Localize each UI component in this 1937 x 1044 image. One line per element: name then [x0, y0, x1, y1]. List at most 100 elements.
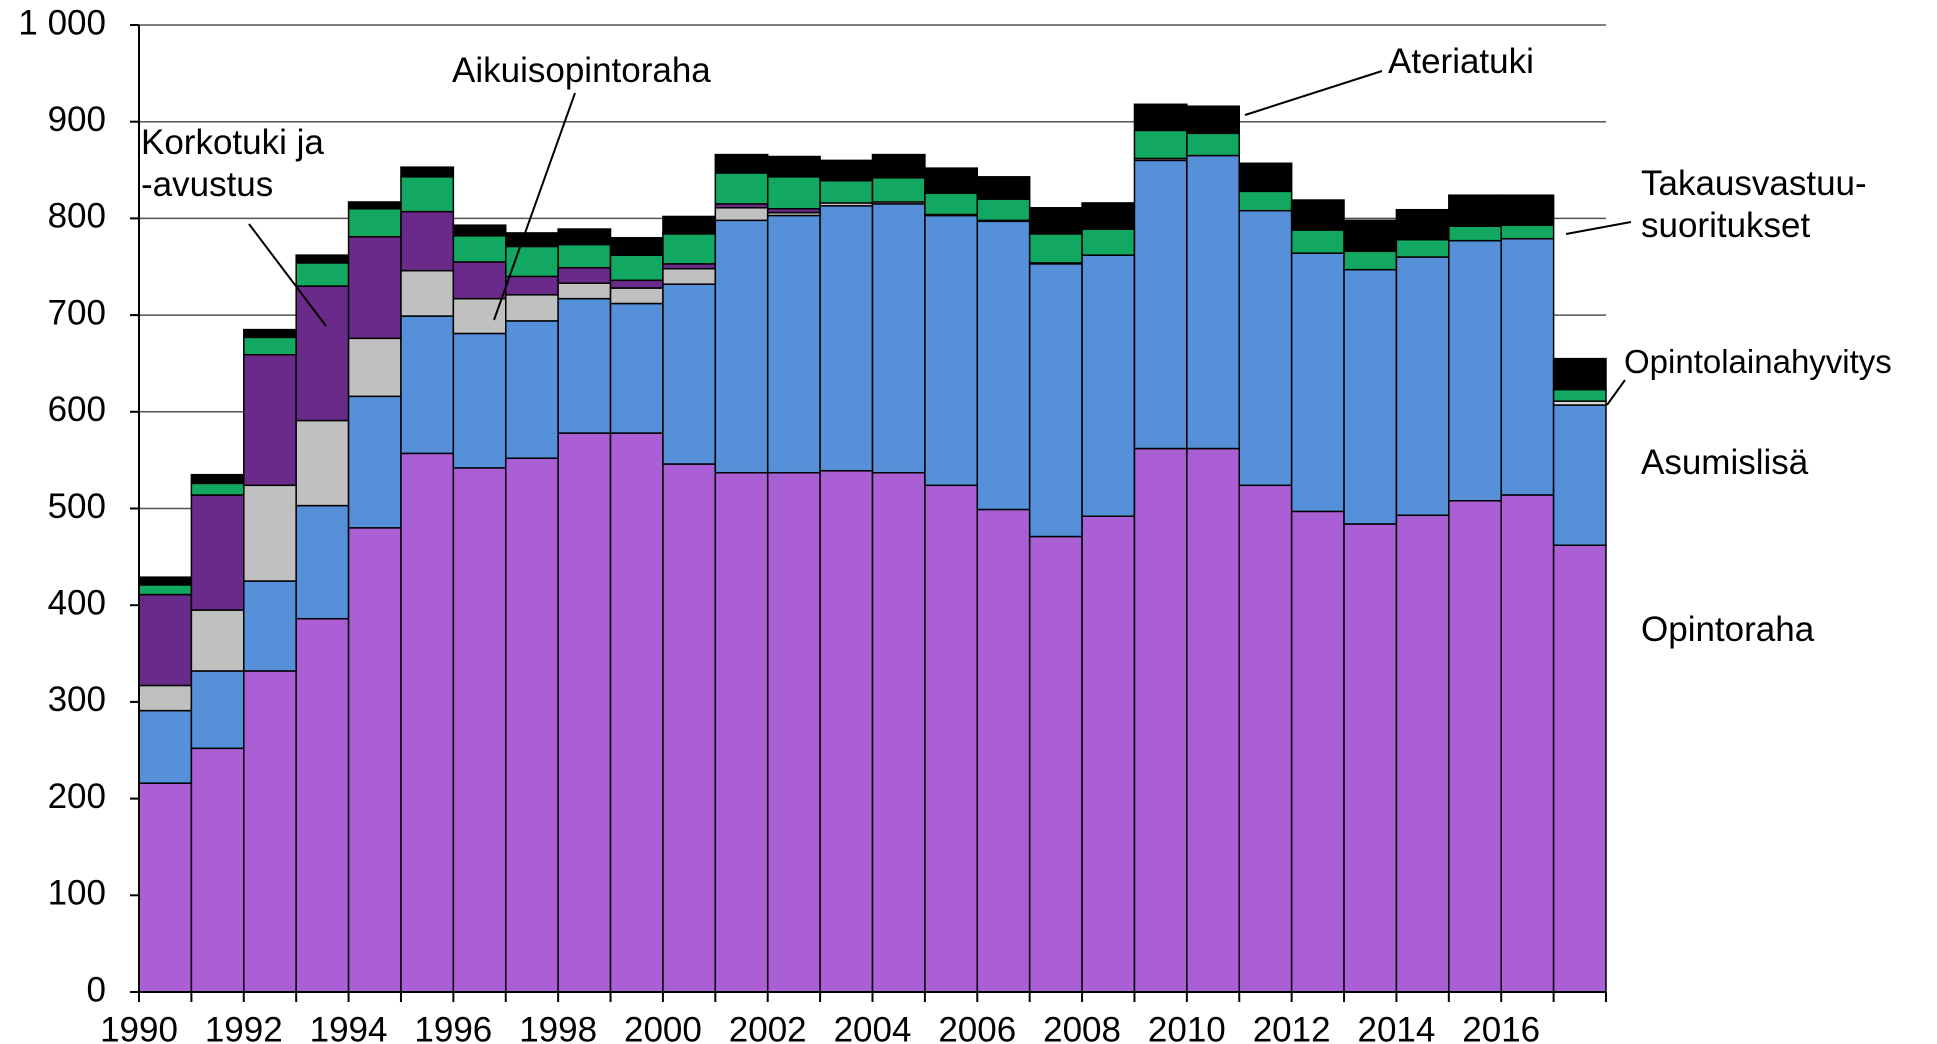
bar-segment [138, 684, 193, 712]
x-tick-label: 2010 [1148, 1010, 1226, 1044]
bar-segment [924, 192, 979, 216]
bar-segment [871, 203, 926, 474]
bar-segment [924, 214, 979, 487]
bar-segment [819, 159, 874, 182]
bar-segment [505, 294, 559, 322]
bar-segment [1395, 514, 1450, 993]
bar-segment [1133, 129, 1188, 160]
bar-segment [452, 467, 507, 993]
bar-segment [243, 328, 297, 339]
bar-segment [400, 176, 455, 213]
bar-segment [1186, 447, 1241, 993]
bar-segment [819, 470, 874, 993]
bar-segment [347, 207, 402, 238]
x-tick-label: 2002 [729, 1010, 807, 1044]
bar-segment [1081, 202, 1136, 230]
bar-segment [1238, 190, 1293, 212]
bar-segment [609, 254, 664, 282]
bar-segment [1500, 237, 1555, 496]
bar-segment [452, 297, 507, 335]
leader-line [248, 223, 327, 327]
bar-segment [243, 336, 297, 356]
bar-segment [976, 508, 1031, 993]
bar-segment [1552, 544, 1607, 993]
bar-segment [1500, 494, 1555, 993]
x-tick-label: 1996 [414, 1010, 492, 1044]
bar-segment [766, 471, 821, 993]
y-tick-label: 800 [48, 197, 106, 236]
bar-segment [505, 275, 559, 296]
x-tick-label: 2008 [1043, 1010, 1121, 1044]
bar-segment [505, 232, 559, 248]
bar-segment [1238, 484, 1293, 993]
bar-segment [1133, 159, 1188, 450]
y-tick-label: 100 [48, 874, 106, 913]
bar-segment [1081, 254, 1136, 517]
x-tick-label: 1990 [100, 1010, 178, 1044]
annotation: Asumislisä [1641, 443, 1809, 482]
bar-segment [400, 210, 455, 272]
bar-segment [557, 282, 612, 300]
bar-segment [609, 302, 664, 434]
bar-segment [243, 670, 297, 993]
leader-line [493, 92, 576, 321]
bar-segment [557, 432, 612, 993]
bar-segment [1552, 357, 1607, 391]
bar-segment [557, 297, 612, 434]
bar-segment [138, 584, 193, 596]
bar-segment [1395, 256, 1450, 517]
bar-segment [400, 315, 455, 455]
bar-segment [1343, 250, 1398, 271]
bar-segment [190, 473, 245, 485]
y-tick-label: 200 [48, 777, 106, 816]
bar-segment [609, 279, 664, 289]
bar-segment [505, 245, 559, 278]
bar-segment [190, 609, 245, 672]
bar-segment [1133, 447, 1188, 993]
bar-segment [347, 236, 402, 340]
bar-segment [190, 494, 245, 611]
bar-segment [662, 283, 717, 465]
bar-segment [505, 457, 559, 993]
x-tick-label: 2004 [834, 1010, 912, 1044]
bar-segment [190, 670, 245, 750]
bar-segment [243, 580, 297, 672]
bar-segment [1238, 209, 1293, 487]
y-tick-label: 900 [48, 100, 106, 139]
bar-segment [1448, 225, 1502, 242]
bar-segment [871, 177, 926, 203]
bar-segment [609, 236, 664, 256]
leader-lines [248, 70, 1632, 406]
bar-segment [190, 482, 245, 496]
bar-segment [924, 167, 979, 195]
bar-segment [714, 219, 769, 474]
y-tick-label: 1 000 [18, 3, 106, 42]
x-tick-label: 1998 [519, 1010, 597, 1044]
bar-segment [138, 576, 193, 586]
bar-segment [557, 228, 612, 246]
bar-segment [1028, 263, 1083, 538]
leader-line [1565, 221, 1632, 235]
annotation: Opintolainahyvitys [1624, 343, 1892, 380]
bar-segment [190, 747, 245, 993]
bar-segment [766, 155, 821, 178]
bar-segment [1290, 510, 1345, 993]
bar-segment [1238, 162, 1293, 193]
x-tick-label: 2016 [1462, 1010, 1540, 1044]
bars [138, 103, 1607, 993]
bar-segment [609, 432, 664, 993]
x-tick-label: 2014 [1357, 1010, 1435, 1044]
bar-segment [1448, 500, 1502, 993]
bar-segment [1343, 268, 1398, 525]
bar-segment [452, 261, 507, 300]
x-tick-label: 1992 [205, 1010, 283, 1044]
bar-segment [1290, 229, 1345, 254]
bar-segment [138, 782, 193, 993]
bar-segment [662, 267, 717, 285]
annotation: Aikuisopintoraha [452, 51, 711, 90]
annotation: Opintoraha [1641, 610, 1815, 649]
bar-segment [662, 233, 717, 265]
x-tick-label: 2006 [938, 1010, 1016, 1044]
bar-segment [819, 179, 874, 204]
